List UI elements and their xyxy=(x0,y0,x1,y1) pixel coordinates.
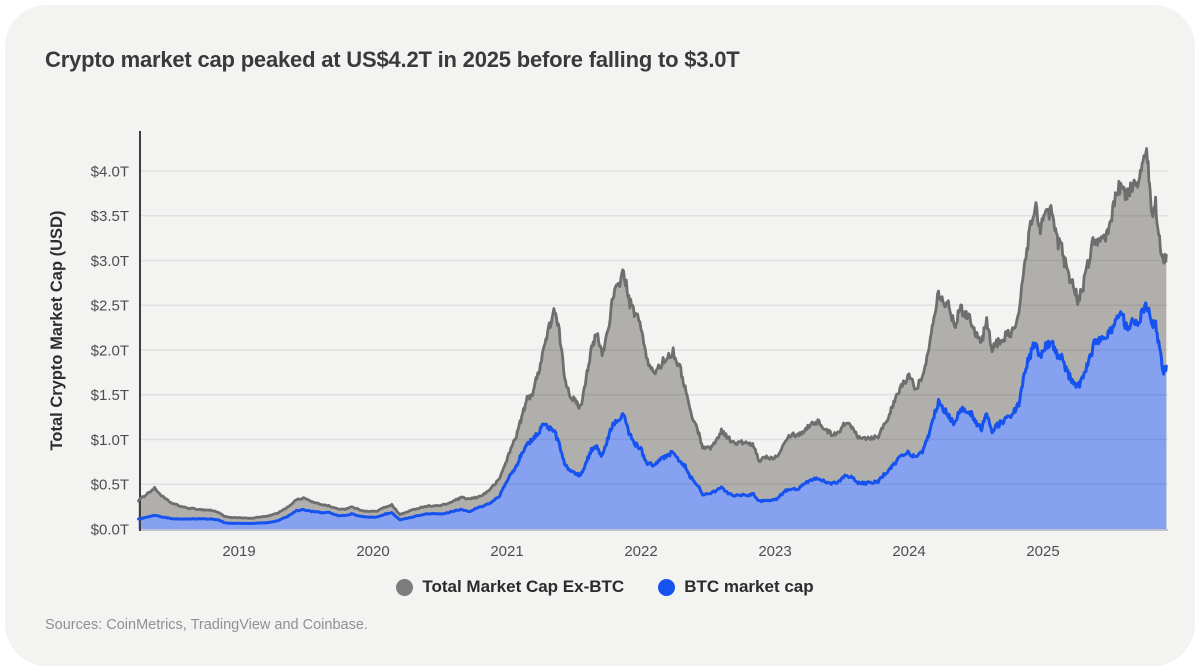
x-tick-label: 2024 xyxy=(892,543,925,560)
y-tick-label: $0.5T xyxy=(91,477,129,494)
legend-label-total-ex-btc: Total Market Cap Ex-BTC xyxy=(422,577,625,596)
y-tick-label: $0.0T xyxy=(91,521,129,538)
legend-dot-blue-icon xyxy=(658,578,676,596)
y-tick-label: $3.0T xyxy=(91,253,129,270)
legend-item-btc: BTC market cap xyxy=(658,577,814,597)
legend-item-total-ex-btc: Total Market Cap Ex-BTC xyxy=(396,577,624,597)
y-tick-label: $3.5T xyxy=(91,208,129,225)
chart-card: Crypto market cap peaked at US$4.2T in 2… xyxy=(5,5,1195,666)
y-tick-label: $4.0T xyxy=(91,163,129,180)
y-tick-label: $1.0T xyxy=(91,432,129,449)
x-tick-label: 2019 xyxy=(222,543,255,560)
market-cap-area-chart: $0.0T $0.5T $1.0T $1.5T $2.0T $2.5T $3.0T $3.5T… xyxy=(48,131,1168,560)
y-tick-label: $2.5T xyxy=(91,298,129,315)
total-market-cap-area xyxy=(138,148,1167,529)
x-tick-label: 2022 xyxy=(624,543,657,560)
btc-market-cap-line xyxy=(137,301,1168,526)
x-tick-label: 2020 xyxy=(356,543,389,560)
y-tick-label: $2.0T xyxy=(91,342,129,359)
x-tick-label: 2023 xyxy=(758,543,791,560)
chart-title: Crypto market cap peaked at US$4.2T in 2… xyxy=(45,47,740,72)
chart-legend: Total Market Cap Ex-BTC BTC market cap xyxy=(5,577,1200,597)
legend-dot-gray-icon xyxy=(396,578,414,596)
x-tick-label: 2021 xyxy=(490,543,523,560)
x-tick-label: 2025 xyxy=(1026,543,1059,560)
y-tick-label: $1.5T xyxy=(91,387,129,404)
sources-note: Sources: CoinMetrics, TradingView and Co… xyxy=(45,617,368,633)
legend-label-btc: BTC market cap xyxy=(684,577,814,596)
y-axis-title: Total Crypto Market Cap (USD) xyxy=(48,211,66,451)
btc-market-cap-area xyxy=(138,302,1167,529)
total-market-cap-line xyxy=(137,147,1168,520)
